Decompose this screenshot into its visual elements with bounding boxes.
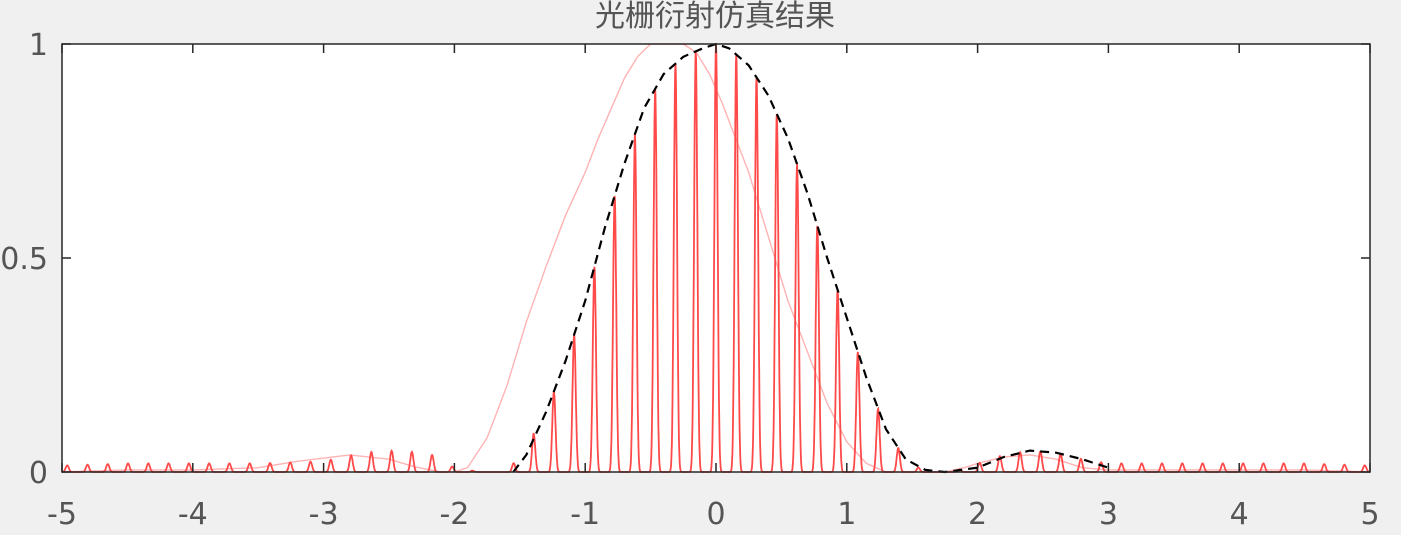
x-tick-label: -3 [309, 497, 339, 532]
y-tick-label: 1 [29, 28, 48, 63]
x-tick-label: -1 [570, 497, 600, 532]
y-tick-label: 0 [29, 456, 48, 491]
chart-title: 光栅衍射仿真结果 [595, 0, 835, 34]
x-tick-label: 3 [1099, 497, 1118, 532]
x-tick-label: 5 [1360, 497, 1379, 532]
x-tick-label: 0 [706, 497, 725, 532]
x-tick-label: -5 [47, 497, 77, 532]
series-line-3 [512, 42, 1109, 474]
y-tick-label: 0.5 [0, 242, 48, 277]
tick-layer: -5 -4 -3 -2 -1 0 1 2 3 4 5 0 0.5 1 [0, 28, 1379, 532]
x-tick-label: -4 [178, 497, 208, 532]
x-tick-label: -2 [439, 497, 469, 532]
x-tick-label: 4 [1230, 497, 1249, 532]
x-tick-label: 2 [968, 497, 987, 532]
x-tick-label: 1 [837, 497, 856, 532]
plot-area [62, 44, 1370, 472]
